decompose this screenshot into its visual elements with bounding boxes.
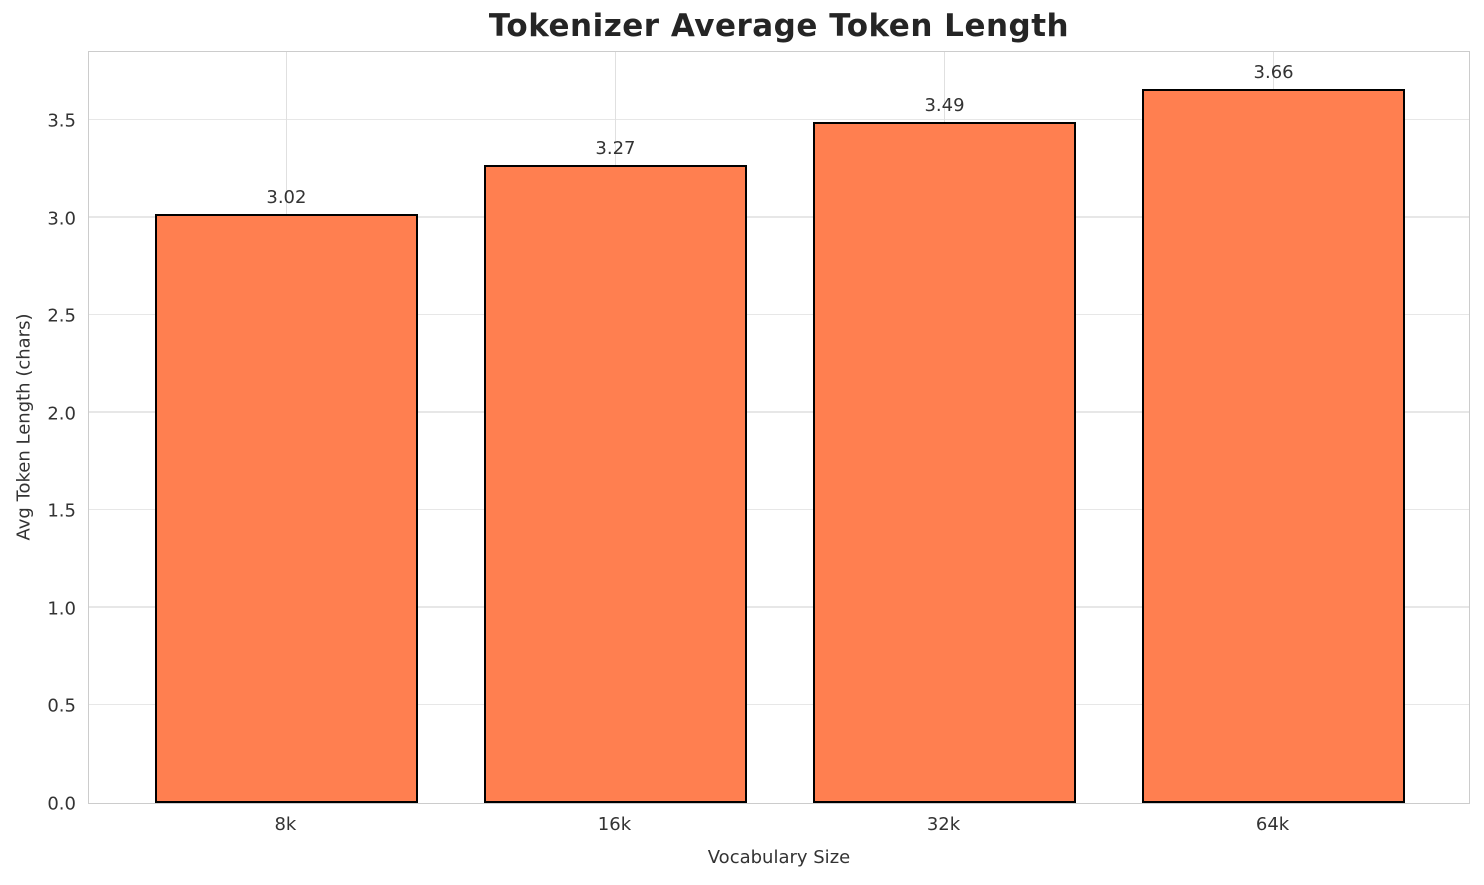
y-tick-label: 3.5 [47,110,76,132]
plot-area: 3.02 3.27 3.49 3.66 [88,51,1470,804]
bar-16k [483,165,748,803]
y-axis-label: Avg Token Length (chars) [13,313,35,541]
x-tick-label-8k: 8k [274,814,297,835]
bar-value-label: 3.02 [266,186,307,208]
h-gridline [89,411,1469,413]
bar-value-label: 3.27 [595,138,636,160]
y-tick-label: 2.0 [47,403,76,425]
x-tick-label-64k: 64k [1255,814,1290,835]
h-gridline [89,703,1469,706]
chart-title: Tokenizer Average Token Length [488,8,1070,44]
y-tick-label: 2.5 [47,305,76,327]
y-tick-label: 1.5 [47,500,76,522]
x-axis-label: Vocabulary Size [707,847,851,868]
h-gridline [89,118,1469,121]
bar-32k [812,122,1077,803]
bar-64k [1141,89,1406,803]
h-gridline [89,606,1469,608]
h-gridline [89,313,1469,316]
y-tick-label: 0.5 [47,695,76,717]
bar-value-label: 3.49 [924,95,965,117]
bar-value-label: 3.66 [1253,62,1294,84]
x-tick-label-16k: 16k [597,814,632,835]
y-tick-label: 3.0 [47,208,76,230]
y-tick-label: 1.0 [47,598,76,620]
h-gridline [89,216,1469,218]
h-gridline [89,508,1469,511]
x-tick-label-32k: 32k [926,814,961,835]
bar-8k [154,213,419,803]
y-tick-label: 0.0 [47,793,76,815]
